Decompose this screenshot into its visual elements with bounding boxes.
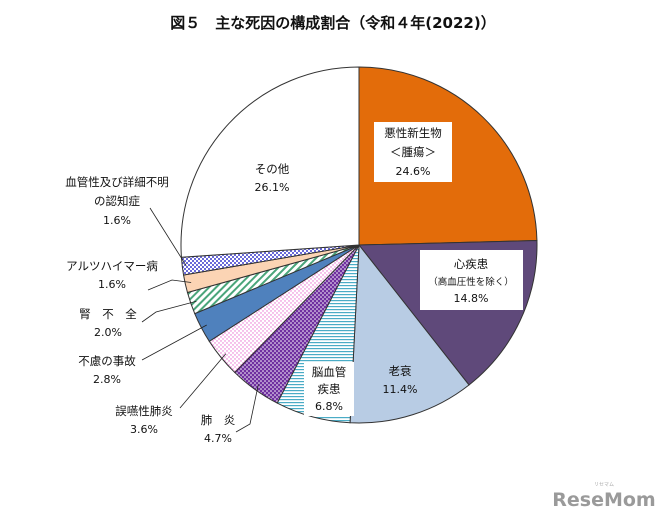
- pie-slice-2: [349, 243, 470, 424]
- pie-slice-10: [180, 66, 360, 258]
- slice-label-name-10: その他: [255, 162, 290, 176]
- slice-label-name-2: 老衰: [389, 364, 412, 378]
- slice-label-name-5: 誤嚥性肺炎: [115, 404, 173, 418]
- leader-line-6: [141, 324, 207, 361]
- slice-label-name-4: 肺 炎: [201, 413, 236, 427]
- label-box-1: [420, 250, 523, 310]
- watermark-small-text: リセマム: [594, 482, 614, 488]
- slice-label-name-9: 血管性及び詳細不明: [65, 175, 169, 189]
- slice-label-label-6: 2.8%: [93, 373, 121, 386]
- slice-label-name-0: 悪性新生物: [384, 126, 442, 140]
- slice-label-label-7: 2.0%: [94, 326, 122, 339]
- label-box-3: [304, 362, 354, 416]
- slice-label-name2-3: 疾患: [318, 382, 341, 396]
- slice-label-label-3: 6.8%: [315, 400, 343, 413]
- leader-line-9: [149, 207, 187, 266]
- label-box-0: [374, 122, 452, 182]
- slice-label-label-9: 1.6%: [103, 214, 131, 227]
- chart-title: 図５ 主な死因の構成割合（令和４年(2022)）: [170, 14, 495, 32]
- slice-label-label-4: 4.7%: [204, 432, 232, 445]
- slice-label-label-8: 1.6%: [98, 278, 126, 291]
- slice-label-label-10: 26.1%: [255, 181, 290, 194]
- watermark-logo: ReseMom: [552, 489, 655, 511]
- pie-slices: [180, 66, 538, 424]
- slice-label-name2-0: ＜腫瘍＞: [390, 145, 436, 159]
- slice-label-label-1: 14.8%: [454, 292, 489, 305]
- leader-lines: [141, 207, 259, 433]
- slice-label-name-7: 腎 不 全: [79, 307, 137, 321]
- slice-label-name2-9: の認知症: [94, 194, 140, 208]
- slice-label-name2-1: （高血圧性を除く）: [428, 276, 514, 288]
- slice-label-name-3: 脳血管: [312, 365, 347, 379]
- slice-label-name-8: アルツハイマー病: [66, 259, 158, 273]
- leader-line-7: [141, 300, 197, 323]
- leader-line-5: [179, 353, 227, 409]
- watermark: リセマム ReseMom: [552, 482, 655, 511]
- slice-label-label-0: 24.6%: [396, 165, 431, 178]
- leader-line-8: [147, 279, 192, 291]
- slice-label-label-2: 11.4%: [383, 383, 418, 396]
- leader-line-4: [235, 384, 259, 433]
- slice-label-label-5: 3.6%: [130, 423, 158, 436]
- slice-label-name-6: 不慮の事故: [78, 354, 136, 368]
- slice-labels: 悪性新生物 ＜腫瘍＞ 24.6% 心疾患 （高血圧性を除く） 14.8% 老衰 11.4% 脳血…: [65, 122, 523, 445]
- slice-label-name-1: 心疾患: [454, 257, 489, 271]
